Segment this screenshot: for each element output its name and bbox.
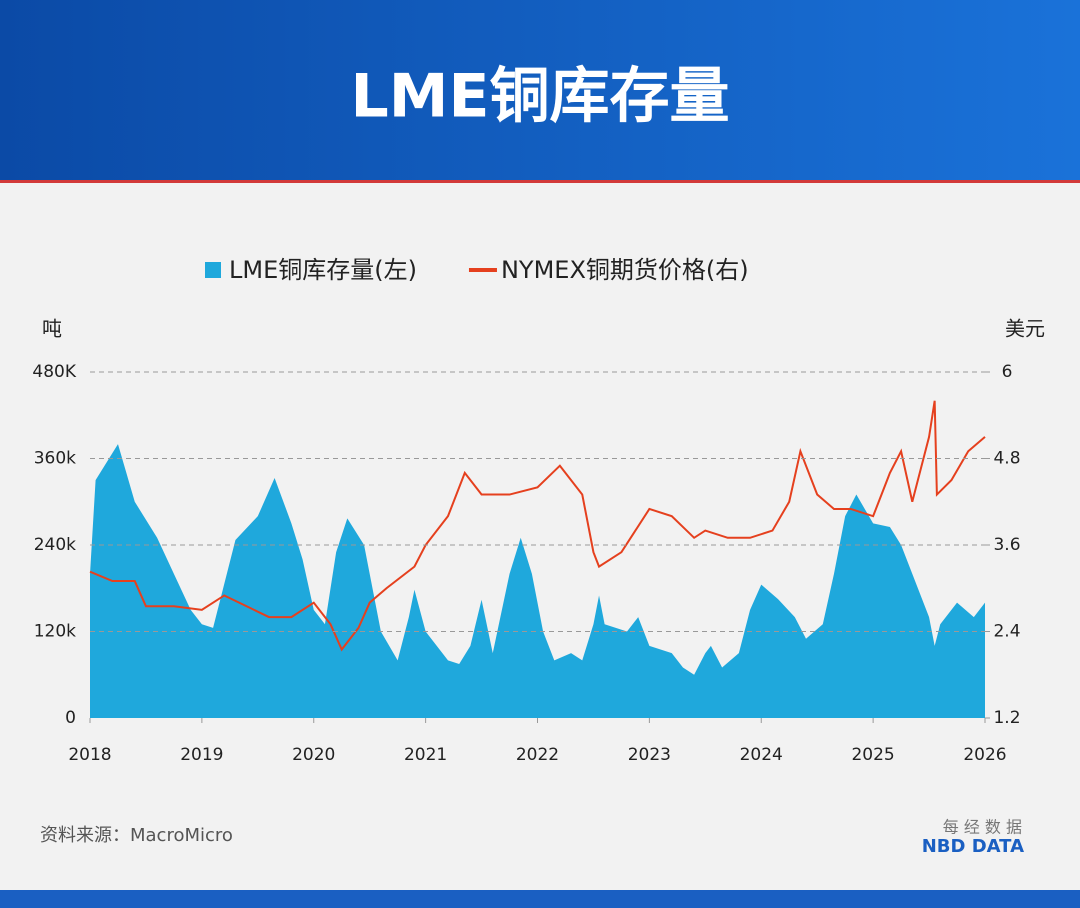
header-rule bbox=[0, 180, 1080, 183]
y-tick-label: 240k bbox=[34, 535, 76, 555]
legend-swatch bbox=[468, 268, 497, 272]
x-tick-label: 2025 bbox=[851, 745, 894, 765]
y2-tick-label: 3.6 bbox=[993, 535, 1020, 555]
brand-en: NBD DATA bbox=[922, 836, 1024, 857]
x-tick-label: 2019 bbox=[180, 745, 223, 765]
y2-tick-label: 2.4 bbox=[993, 622, 1020, 642]
y2-tick-label: 6 bbox=[1002, 362, 1013, 382]
x-tick-label: 2018 bbox=[68, 745, 111, 765]
header bbox=[0, 0, 1080, 180]
y2-tick-label: 1.2 bbox=[993, 708, 1020, 728]
chart-title: LME铜库存量 bbox=[351, 62, 730, 132]
x-tick-label: 2020 bbox=[292, 745, 335, 765]
legend-swatch bbox=[205, 262, 221, 278]
y-tick-label: 480K bbox=[32, 362, 76, 382]
x-tick-label: 2022 bbox=[516, 745, 559, 765]
legend-label: LME铜库存量(左) bbox=[229, 256, 417, 284]
y2-axis-label: 美元 bbox=[1005, 317, 1045, 341]
y-tick-label: 360k bbox=[34, 449, 76, 469]
y2-tick-label: 4.8 bbox=[993, 449, 1020, 469]
y-axis-label: 吨 bbox=[42, 317, 62, 341]
legend: LME铜库存量(左) NYMEX铜期货价格(右) bbox=[205, 256, 749, 284]
x-tick-label: 2026 bbox=[963, 745, 1006, 765]
brand-cn: 每 经 数 据 bbox=[943, 818, 1022, 837]
line bbox=[89, 400, 986, 652]
y-tick-label: 0 bbox=[65, 708, 76, 728]
x-tick-label: 2023 bbox=[628, 745, 671, 765]
x-tick-label: 2024 bbox=[740, 745, 783, 765]
source: 资料来源：MacroMicro bbox=[40, 825, 233, 846]
y-tick-label: 120k bbox=[34, 622, 76, 642]
footer-bar bbox=[0, 890, 1080, 908]
legend-label: NYMEX铜期货价格(右) bbox=[501, 256, 749, 284]
x-tick-label: 2021 bbox=[404, 745, 447, 765]
area bbox=[90, 444, 985, 718]
